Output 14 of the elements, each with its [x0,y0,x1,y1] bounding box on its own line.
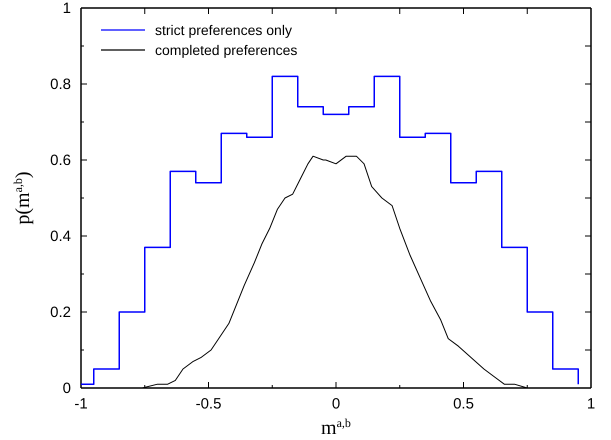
x-tick-label: 0 [332,396,340,413]
legend-label: strict preferences only [155,22,292,38]
y-tick-label: 0.4 [50,228,71,245]
y-tick-label: 0 [62,380,71,397]
y-tick-label: 0.2 [50,304,71,321]
y-tick-label: 0.6 [50,152,71,169]
x-tick-label: 0.5 [453,396,474,413]
x-axis-title: m$^{a,b}$ [321,416,351,439]
x-tick-label: -0.5 [196,396,222,413]
y-tick-label: 0.8 [50,76,71,93]
x-tick-label: -1 [74,396,88,413]
y-tick-label: 1 [62,0,71,17]
legend-label: completed preferences [155,42,298,58]
x-tick-label: 1 [586,396,596,413]
